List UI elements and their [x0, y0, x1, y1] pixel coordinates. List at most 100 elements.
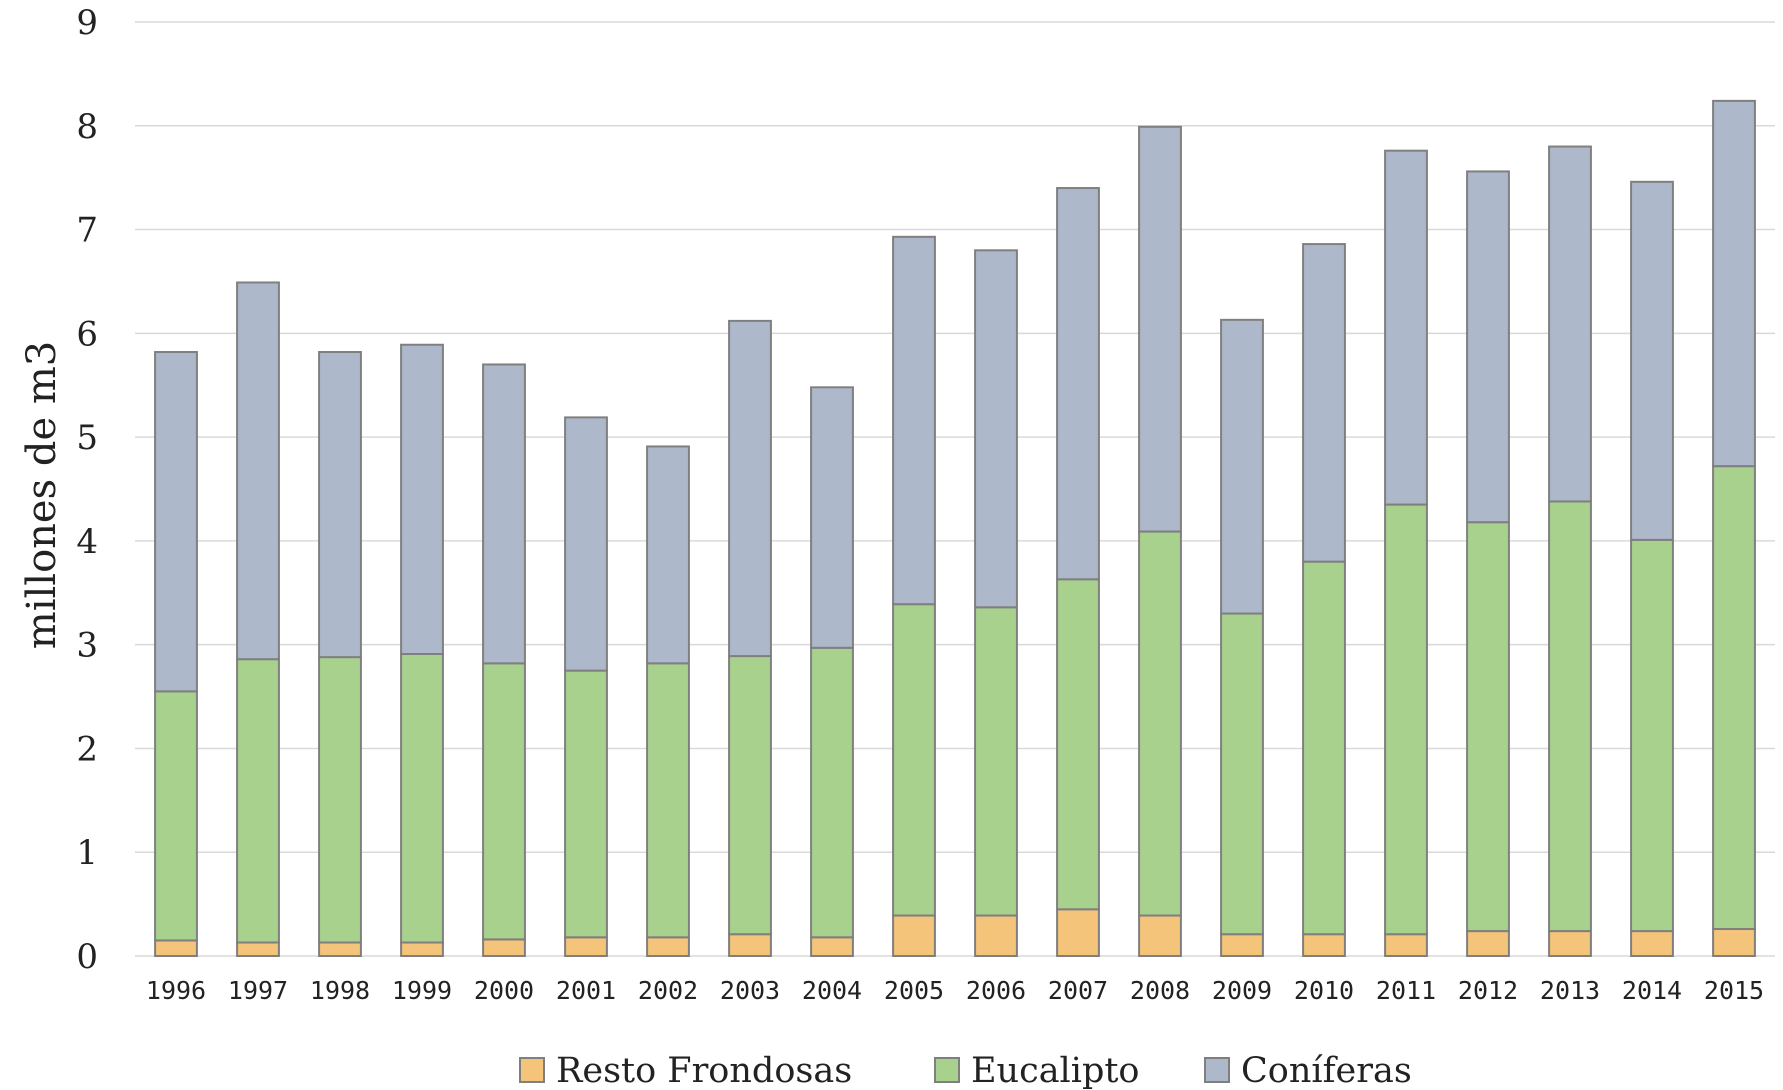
- x-tick-label: 2007: [1048, 976, 1108, 1005]
- x-tick-label: 2009: [1212, 976, 1272, 1005]
- x-tick-label: 1999: [392, 976, 452, 1005]
- x-tick-label: 2015: [1704, 976, 1764, 1005]
- bar-segment-eucalipto: [1384, 503, 1428, 936]
- bar-segment-con-feras: [974, 249, 1018, 609]
- bar-segment-eucalipto: [154, 690, 198, 942]
- bar-segment-con-feras: [810, 386, 854, 649]
- grid-lines: [135, 21, 1775, 957]
- bar-segment-con-feras: [1548, 145, 1592, 503]
- x-tick-label: 2008: [1130, 976, 1190, 1005]
- y-tick-label: 5: [76, 418, 98, 458]
- bar-segment-resto-frondosas: [1302, 933, 1346, 957]
- bar-segment-resto-frondosas: [974, 914, 1018, 958]
- bar-segment-eucalipto: [482, 662, 526, 941]
- bar-segment-eucalipto: [564, 669, 608, 939]
- bar-segment-resto-frondosas: [1630, 930, 1674, 957]
- bar-segment-eucalipto: [974, 606, 1018, 917]
- bar-segment-resto-frondosas: [1712, 928, 1756, 957]
- legend-label: Resto Frondosas: [556, 1051, 852, 1090]
- bar-segment-con-feras: [892, 235, 936, 606]
- bar-segment-eucalipto: [892, 603, 936, 917]
- x-tick-label: 2010: [1294, 976, 1354, 1005]
- y-tick-label: 9: [76, 3, 98, 43]
- bar-segment-resto-frondosas: [482, 938, 526, 958]
- bar-segment-con-feras: [564, 416, 608, 672]
- bar-segment-con-feras: [1630, 180, 1674, 541]
- y-axis-label: millones de m3: [19, 341, 65, 649]
- bar-segment-resto-frondosas: [1138, 914, 1182, 958]
- bar-segment-con-feras: [154, 351, 198, 693]
- y-tick-label: 1: [76, 833, 98, 873]
- bar-segment-resto-frondosas: [154, 939, 198, 958]
- bar-segment-resto-frondosas: [400, 941, 444, 958]
- x-tick-label: 1996: [146, 976, 206, 1005]
- legend-swatch: [519, 1057, 545, 1083]
- bars: [154, 99, 1756, 958]
- bar-segment-resto-frondosas: [728, 933, 772, 957]
- bar-segment-eucalipto: [1548, 500, 1592, 933]
- bar-segment-eucalipto: [810, 646, 854, 939]
- y-tick-label: 0: [76, 937, 98, 977]
- x-tick-label: 2000: [474, 976, 534, 1005]
- bar-segment-con-feras: [728, 319, 772, 658]
- y-tick-label: 2: [76, 729, 98, 769]
- bar-segment-resto-frondosas: [564, 936, 608, 958]
- bar-segment-eucalipto: [318, 656, 362, 944]
- bar-segment-con-feras: [318, 351, 362, 659]
- bar-segment-eucalipto: [1302, 560, 1346, 936]
- bar-segment-con-feras: [646, 445, 690, 665]
- bar-segment-con-feras: [236, 281, 280, 661]
- bar-segment-resto-frondosas: [318, 941, 362, 958]
- bar-segment-resto-frondosas: [1384, 933, 1428, 957]
- bar-segment-resto-frondosas: [892, 914, 936, 958]
- x-axis-ticks: 1996 1997 1998 1999 2000 2001 2002 2003 2004 2005…: [146, 976, 1764, 1005]
- x-tick-label: 1998: [310, 976, 370, 1005]
- bar-segment-eucalipto: [1138, 530, 1182, 917]
- bar-segment-eucalipto: [728, 655, 772, 936]
- bar-segment-con-feras: [400, 343, 444, 656]
- bar-segment-eucalipto: [1220, 612, 1264, 936]
- bar-segment-eucalipto: [1466, 521, 1510, 933]
- bar-segment-resto-frondosas: [1056, 908, 1100, 957]
- bar-segment-eucalipto: [646, 662, 690, 939]
- bar-segment-resto-frondosas: [1548, 930, 1592, 957]
- bar-segment-resto-frondosas: [1466, 930, 1510, 957]
- bar-segment-con-feras: [1712, 99, 1756, 468]
- x-tick-label: 2011: [1376, 976, 1436, 1005]
- bar-segment-con-feras: [1220, 318, 1264, 615]
- x-tick-label: 2006: [966, 976, 1026, 1005]
- x-tick-label: 2003: [720, 976, 780, 1005]
- x-tick-label: 1997: [228, 976, 288, 1005]
- bar-segment-eucalipto: [236, 658, 280, 944]
- bar-segment-resto-frondosas: [810, 936, 854, 958]
- x-tick-label: 2005: [884, 976, 944, 1005]
- x-tick-label: 2014: [1622, 976, 1682, 1005]
- x-tick-label: 2001: [556, 976, 616, 1005]
- bar-segment-con-feras: [1138, 125, 1182, 533]
- legend-label: Coníferas: [1241, 1051, 1412, 1090]
- bar-segment-resto-frondosas: [646, 936, 690, 958]
- bar-segment-eucalipto: [400, 653, 444, 944]
- y-tick-label: 3: [76, 626, 98, 666]
- bar-segment-con-feras: [1302, 243, 1346, 563]
- bar-segment-con-feras: [1384, 149, 1428, 506]
- y-axis-ticks: 0 1 2 3 4 5 6 7 8 9: [76, 3, 98, 977]
- bar-segment-resto-frondosas: [1220, 933, 1264, 957]
- bar-segment-eucalipto: [1056, 578, 1100, 911]
- legend: Resto Frondosas Eucalipto Coníferas: [519, 1051, 1412, 1090]
- legend-label: Eucalipto: [971, 1051, 1140, 1090]
- bar-segment-eucalipto: [1630, 538, 1674, 933]
- legend-swatch: [1204, 1057, 1230, 1083]
- y-tick-label: 4: [76, 522, 98, 562]
- x-tick-label: 2012: [1458, 976, 1518, 1005]
- y-tick-label: 7: [76, 211, 98, 251]
- bar-segment-eucalipto: [1712, 465, 1756, 931]
- bar-segment-con-feras: [1056, 187, 1100, 581]
- bar-segment-resto-frondosas: [236, 941, 280, 958]
- bar-segment-con-feras: [482, 363, 526, 665]
- y-tick-label: 8: [76, 107, 98, 147]
- x-tick-label: 2013: [1540, 976, 1600, 1005]
- x-tick-label: 2002: [638, 976, 698, 1005]
- y-tick-label: 6: [76, 314, 98, 354]
